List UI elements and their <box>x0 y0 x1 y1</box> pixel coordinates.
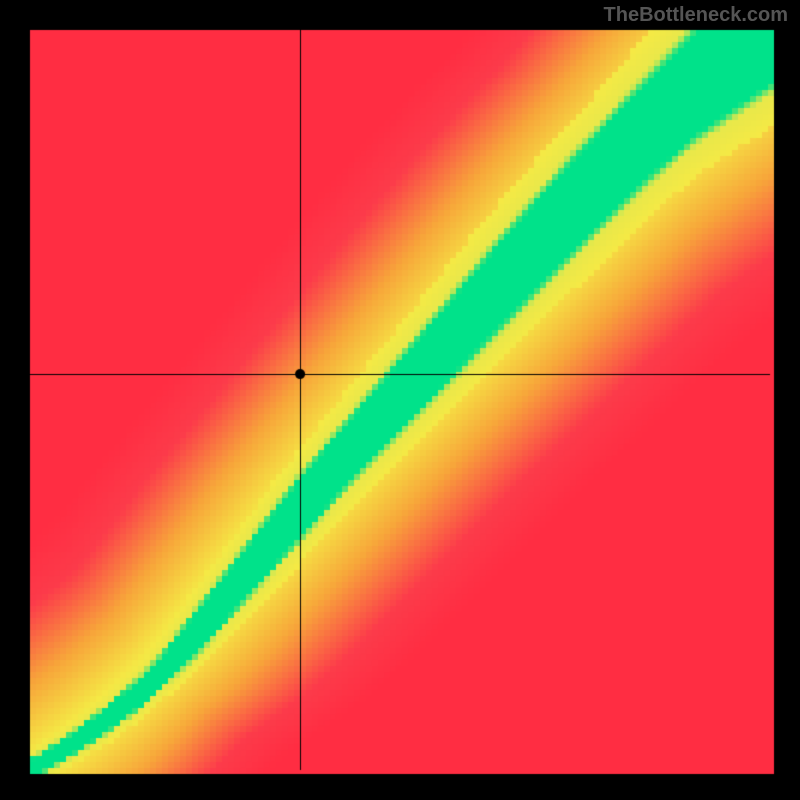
watermark-text: TheBottleneck.com <box>604 4 788 27</box>
heatmap-canvas <box>0 0 800 800</box>
chart-container: TheBottleneck.com <box>0 0 800 800</box>
